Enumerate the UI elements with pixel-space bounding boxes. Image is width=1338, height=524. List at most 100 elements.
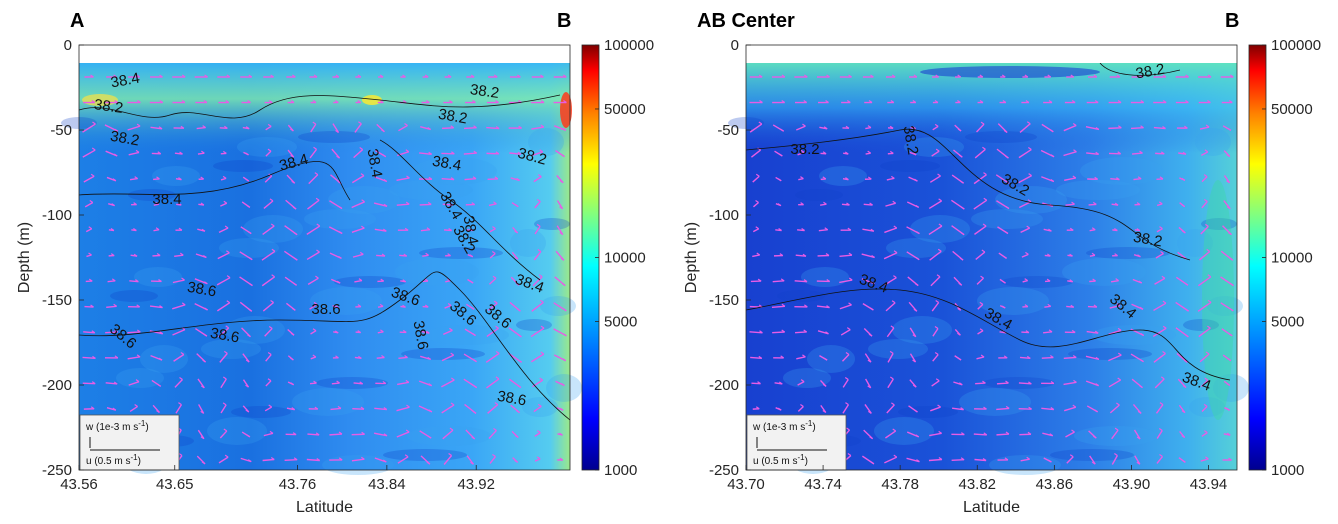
velocity-arrow xyxy=(534,432,541,437)
velocity-arrow xyxy=(129,280,139,283)
velocity-arrow-head xyxy=(451,377,455,381)
y-tick-label: -150 xyxy=(42,292,72,309)
velocity-arrow xyxy=(1041,407,1054,411)
velocity-arrow-head xyxy=(334,100,339,104)
velocity-arrow-head xyxy=(517,308,521,312)
velocity-arrow-head xyxy=(914,283,919,287)
velocity-arrow-head xyxy=(155,227,160,231)
velocity-arrow-head xyxy=(1047,253,1051,257)
velocity-arrow-head xyxy=(358,355,362,359)
velocity-arrow-head xyxy=(1072,404,1077,408)
velocity-arrow-head xyxy=(1159,454,1163,458)
velocity-arrow-head xyxy=(403,253,408,257)
velocity-arrow xyxy=(1200,225,1209,235)
velocity-arrow xyxy=(1063,381,1077,386)
velocity-arrow-head xyxy=(1091,252,1096,256)
velocity-arrow-head xyxy=(159,74,163,78)
velocity-arrow-head xyxy=(983,406,987,410)
velocity-arrow-head xyxy=(848,302,852,306)
velocity-arrow xyxy=(749,123,763,133)
velocity-arrow-head xyxy=(1162,100,1167,104)
velocity-arrow-head xyxy=(516,177,520,181)
velocity-arrow-head xyxy=(1024,74,1029,78)
velocity-arrow-head xyxy=(755,406,760,410)
velocity-arrow-head xyxy=(982,457,987,461)
y-axis-label: Depth (m) xyxy=(683,222,700,293)
heatmap-patch xyxy=(334,276,406,288)
velocity-arrow-head xyxy=(379,74,384,78)
velocity-arrow-head xyxy=(871,281,875,285)
velocity-arrow-head xyxy=(756,252,761,256)
velocity-arrow-head xyxy=(136,304,141,308)
velocity-arrow xyxy=(220,378,227,389)
velocity-arrow-head xyxy=(979,328,984,332)
velocity-arrow xyxy=(1018,174,1032,184)
velocity-arrow xyxy=(263,200,274,209)
heatmap-patch xyxy=(528,128,564,156)
velocity-arrow xyxy=(1199,126,1210,130)
velocity-arrow-head xyxy=(867,176,872,180)
velocity-arrow xyxy=(861,253,875,259)
velocity-arrow xyxy=(1085,125,1100,131)
velocity-arrow xyxy=(887,353,894,363)
velocity-arrow-head xyxy=(803,329,808,333)
velocity-arrow-head xyxy=(1050,355,1054,359)
velocity-arrow xyxy=(488,277,497,285)
velocity-arrow-head xyxy=(1181,435,1186,439)
colorbar-tick-label: 10000 xyxy=(604,250,646,267)
velocity-arrow-head xyxy=(912,152,917,156)
velocity-arrow xyxy=(820,203,827,206)
velocity-arrow-head xyxy=(292,74,296,78)
velocity-arrow-head xyxy=(224,125,228,129)
velocity-arrow-head xyxy=(290,154,294,158)
velocity-arrow-head xyxy=(537,403,542,407)
velocity-arrow-head xyxy=(1181,410,1186,414)
velocity-arrow-head xyxy=(290,128,294,132)
velocity-arrow-head xyxy=(226,275,231,279)
velocity-arrow-head xyxy=(539,377,544,381)
velocity-arrow-head xyxy=(159,100,164,104)
velocity-arrow-head xyxy=(428,383,433,387)
velocity-arrow xyxy=(1042,432,1053,437)
velocity-arrow xyxy=(932,354,939,362)
velocity-arrow xyxy=(351,227,365,233)
velocity-arrow-head xyxy=(405,379,410,383)
velocity-arrow xyxy=(82,356,96,360)
velocity-arrow-head xyxy=(979,301,984,305)
velocity-arrow-head xyxy=(935,300,940,304)
velocity-arrow xyxy=(752,228,760,233)
velocity-arrow-head xyxy=(1026,225,1031,229)
y-tick-label: 0 xyxy=(64,37,72,54)
velocity-arrow xyxy=(531,301,544,312)
velocity-arrow-head xyxy=(960,407,964,411)
velocity-arrow-head xyxy=(158,126,163,130)
velocity-arrow-head xyxy=(492,226,496,230)
velocity-arrow-head xyxy=(224,454,229,458)
velocity-arrow-head xyxy=(559,180,564,184)
velocity-arrow xyxy=(952,407,964,411)
velocity-arrow-head xyxy=(316,249,320,253)
velocity-arrow-head xyxy=(1205,223,1209,227)
velocity-arrow xyxy=(310,330,317,335)
velocity-arrow xyxy=(441,354,454,362)
heatmap-patch xyxy=(880,160,940,172)
x-tick-label: 43.56 xyxy=(60,476,98,493)
velocity-arrow xyxy=(797,405,804,412)
velocity-arrow xyxy=(127,356,141,360)
velocity-arrow-head xyxy=(360,173,365,177)
velocity-arrow xyxy=(264,175,273,183)
velocity-arrow-head xyxy=(1140,125,1144,129)
velocity-arrow-head xyxy=(870,461,875,465)
velocity-arrow xyxy=(85,228,93,233)
velocity-arrow-head xyxy=(180,351,185,355)
velocity-arrow-head xyxy=(891,402,895,406)
velocity-arrow-head xyxy=(1136,202,1141,206)
velocity-arrow-head xyxy=(1229,308,1234,312)
heatmap-surface-layer xyxy=(746,63,1237,153)
colorbar-tick-label: 5000 xyxy=(604,313,637,330)
velocity-arrow-head xyxy=(469,280,474,284)
velocity-arrow-head xyxy=(450,402,455,406)
velocity-arrow xyxy=(884,227,898,234)
velocity-arrow-head xyxy=(335,305,340,309)
velocity-arrow-head xyxy=(826,74,830,78)
